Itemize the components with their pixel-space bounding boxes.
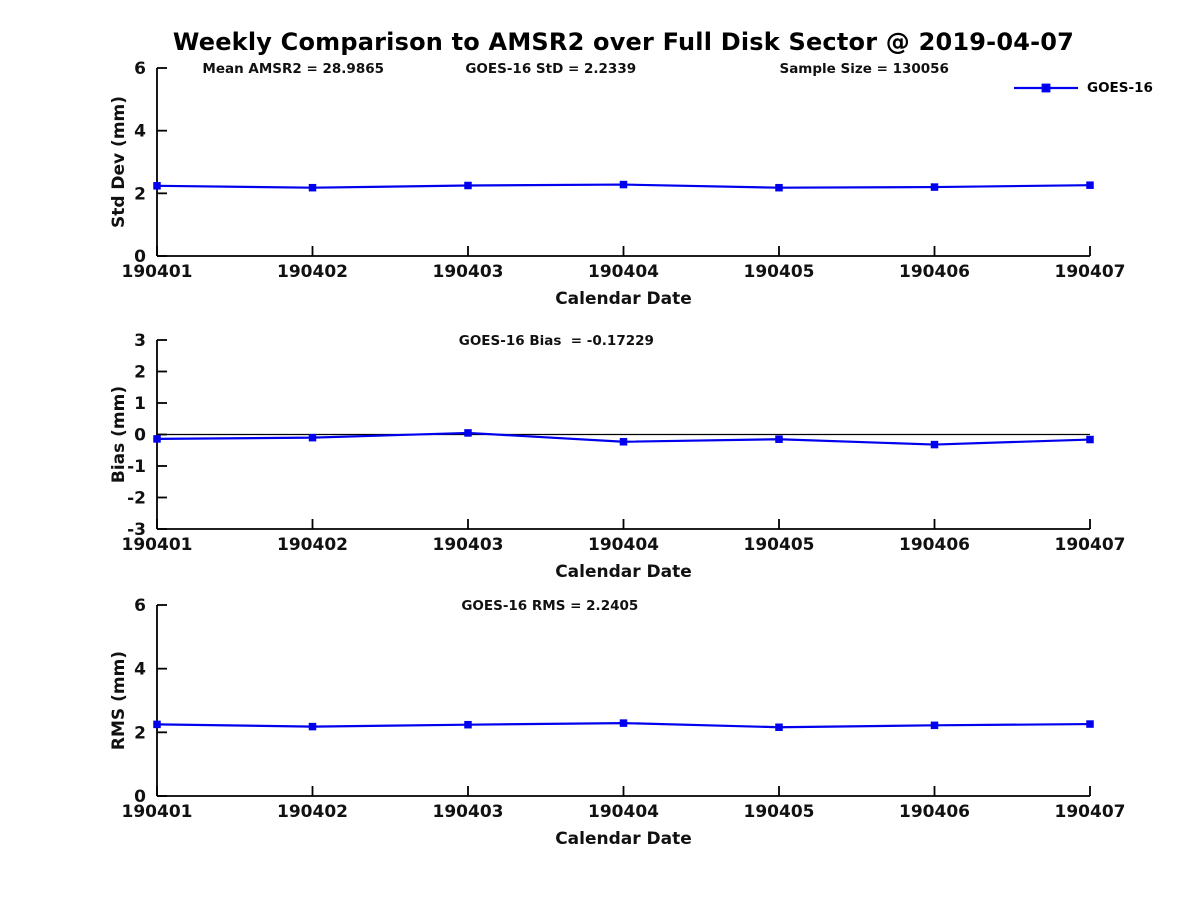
annotation-text: GOES-16 RMS = 2.2405 <box>461 598 638 614</box>
x-tick-label: 190407 <box>1055 262 1126 282</box>
data-point-marker <box>464 181 472 190</box>
x-tick-label: 190404 <box>588 262 659 282</box>
data-point-marker <box>1086 181 1094 189</box>
x-tick-label: 190406 <box>899 802 970 822</box>
subplot-bias-mm: -3 -2 -1 0 1 2 3 190401 190402 190403 190404 190405… <box>109 331 1125 582</box>
annotation-text: GOES-16 StD = 2.2339 <box>465 61 636 77</box>
y-tick-label: 2 <box>134 184 146 204</box>
x-tick-label: 190406 <box>899 262 970 282</box>
y-tick-label: 2 <box>134 363 146 383</box>
data-point-marker <box>619 180 628 189</box>
y-tick-label: 0 <box>134 247 146 267</box>
x-tick-label: 190401 <box>122 535 193 555</box>
data-point-marker <box>930 440 939 449</box>
y-tick-label: 4 <box>134 122 146 142</box>
subplot-std-dev-mm: 0 2 4 6 190401 190402 190403 190404 190405 190406… <box>109 59 1125 309</box>
x-tick-label: 190406 <box>899 535 970 555</box>
y-axis-title: Bias (mm) <box>109 386 129 483</box>
x-tick-label: 190407 <box>1055 802 1126 822</box>
x-tick-label: 190403 <box>433 802 504 822</box>
y-tick-label: -1 <box>127 457 146 477</box>
y-tick-label: 6 <box>134 59 146 79</box>
figure-title: Weekly Comparison to AMSR2 over Full Dis… <box>172 28 1075 56</box>
legend-line-swatch-icon <box>1014 83 1078 93</box>
x-tick-label: 190405 <box>744 535 815 555</box>
y-tick-label: 2 <box>134 723 146 743</box>
x-tick-label: 190402 <box>277 262 348 282</box>
data-point-marker <box>1086 435 1094 444</box>
data-point-marker <box>619 437 628 446</box>
legend: GOES-16 <box>1012 80 1153 96</box>
data-point-marker <box>619 719 628 727</box>
subplot-rms-mm: 0 2 4 6 190401 190402 190403 190404 190405 190406… <box>109 596 1125 849</box>
x-tick-label: 190403 <box>433 535 504 555</box>
x-tick-label: 190402 <box>277 535 348 555</box>
data-point-marker <box>308 183 317 192</box>
data-point-marker <box>930 183 939 191</box>
y-axis-title: RMS (mm) <box>109 651 129 750</box>
data-point-marker <box>775 183 783 192</box>
annotation-text: GOES-16 Bias = -0.17229 <box>459 333 654 349</box>
x-tick-label: 190405 <box>744 802 815 822</box>
y-tick-label: 0 <box>134 426 146 446</box>
x-tick-label: 190403 <box>433 262 504 282</box>
x-tick-label: 190407 <box>1055 535 1126 555</box>
y-tick-label: 0 <box>134 787 146 807</box>
y-axis-title: Std Dev (mm) <box>109 96 129 228</box>
y-tick-label: 1 <box>134 394 146 414</box>
x-axis-title: Calendar Date <box>555 289 692 309</box>
data-point-marker <box>775 435 783 443</box>
y-tick-label: 6 <box>134 596 146 616</box>
data-point-marker <box>775 723 783 731</box>
x-tick-label: 190401 <box>122 262 193 282</box>
legend-label: GOES-16 <box>1087 80 1153 96</box>
x-axis-title: Calendar Date <box>555 829 692 849</box>
x-tick-label: 190404 <box>588 535 659 555</box>
annotation-text: Mean AMSR2 = 28.9865 <box>202 61 384 77</box>
x-axis-title: Calendar Date <box>555 562 692 582</box>
data-point-marker <box>153 182 161 190</box>
x-tick-label: 190404 <box>588 802 659 822</box>
annotation-text: Sample Size = 130056 <box>779 61 948 77</box>
x-tick-label: 190405 <box>744 262 815 282</box>
x-tick-label: 190401 <box>122 802 193 822</box>
data-point-marker <box>930 721 939 730</box>
data-point-marker <box>464 429 472 437</box>
y-tick-label: -3 <box>127 520 146 540</box>
y-tick-label: 4 <box>134 660 146 680</box>
data-point-marker <box>153 435 161 443</box>
x-tick-label: 190402 <box>277 802 348 822</box>
data-point-marker <box>153 720 161 729</box>
data-point-marker <box>1086 720 1094 728</box>
y-tick-label: 3 <box>134 331 146 351</box>
data-point-marker <box>308 433 317 442</box>
data-point-marker <box>464 720 472 729</box>
data-point-marker <box>308 722 317 731</box>
y-tick-label: -2 <box>127 489 146 509</box>
